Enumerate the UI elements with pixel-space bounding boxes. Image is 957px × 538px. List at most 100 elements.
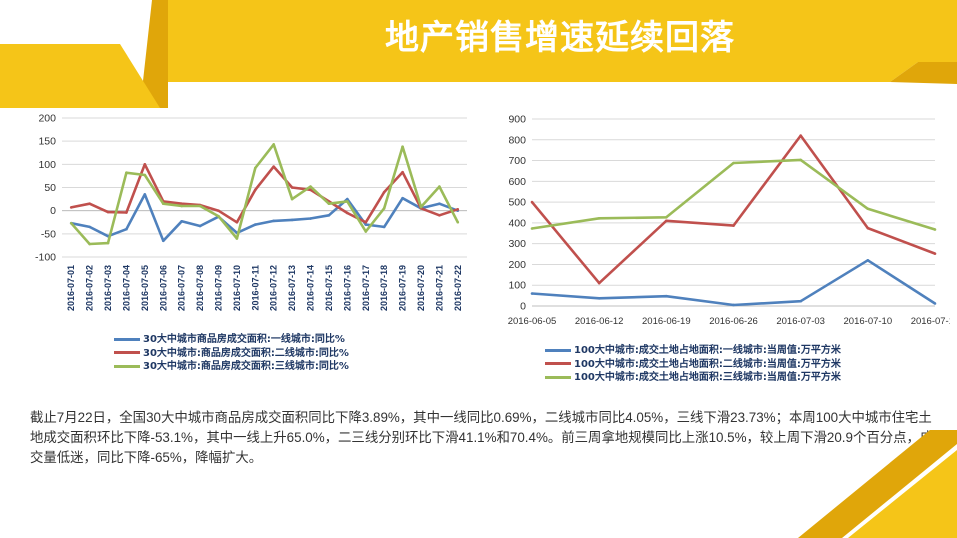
x-tick-label: 2016-07-13 xyxy=(287,265,297,311)
data-point xyxy=(69,206,73,209)
data-point xyxy=(290,186,294,189)
data-point xyxy=(180,204,183,208)
y-tick-label: 200 xyxy=(38,113,56,125)
data-point xyxy=(272,219,276,223)
y-tick-label: 600 xyxy=(508,176,526,188)
data-point xyxy=(290,197,294,201)
data-point xyxy=(125,171,128,174)
series-line xyxy=(70,143,459,246)
data-point xyxy=(382,225,386,229)
data-point xyxy=(217,214,220,218)
y-tick-label: 500 xyxy=(508,197,526,209)
data-point xyxy=(530,292,534,295)
data-point xyxy=(253,188,257,192)
data-point xyxy=(198,204,202,208)
data-point xyxy=(143,173,147,177)
legend-label: 30大中城市:商品房成交面积:二线城市:同比% xyxy=(143,347,349,359)
data-point xyxy=(272,165,276,168)
legend-swatch-green xyxy=(545,375,571,379)
data-point xyxy=(235,237,239,240)
data-point xyxy=(401,196,404,200)
legend-item: 30大中城市商品房成交面积:一线城市:同比% xyxy=(114,333,349,347)
x-tick-label: 2016-07-02 xyxy=(85,265,95,311)
y-tick-label: 900 xyxy=(508,114,526,126)
data-point xyxy=(799,158,802,162)
legend-label: 30大中城市商品房成交面积:一线城市:同比% xyxy=(143,334,345,345)
data-point xyxy=(217,209,220,212)
data-point xyxy=(253,166,257,170)
data-point xyxy=(456,220,460,224)
x-tick-label: 2016-07-17 xyxy=(361,265,371,311)
data-point xyxy=(88,225,91,229)
chart-land-transactions: 0 100 200 300 400 500 600 700 800 900 2016-06-05 20… xyxy=(490,108,957,333)
x-tick-label: 2016-07-09 xyxy=(213,265,223,311)
data-point xyxy=(161,202,165,206)
x-tick-label: 2016-07-11 xyxy=(250,265,260,311)
x-tick-label: 2016-07-03 xyxy=(776,316,825,327)
data-point xyxy=(665,215,668,219)
data-point xyxy=(597,297,601,300)
data-point xyxy=(143,163,147,166)
data-point xyxy=(933,228,937,231)
data-point xyxy=(88,202,91,206)
legend-swatch-blue xyxy=(545,348,571,352)
data-point xyxy=(732,303,735,307)
series-line xyxy=(531,158,936,231)
data-point xyxy=(364,223,368,226)
data-point xyxy=(290,218,294,222)
data-point xyxy=(346,197,349,201)
legend-label: 100大中城市:成交土地占地面积:二线城市:当周值:万平方米 xyxy=(574,358,841,370)
y-tick-label: 200 xyxy=(508,259,526,271)
chart-city-sales-yoy: -100 -50 0 50 100 150 200 2016-07-01 2016-07-02 2… xyxy=(20,108,480,323)
y-tick-label: 700 xyxy=(508,155,526,167)
data-point xyxy=(799,299,802,303)
data-point xyxy=(597,217,601,220)
x-tick-label: 2016-06-26 xyxy=(709,316,758,327)
data-point xyxy=(933,252,937,255)
legend-label: 100大中城市:成交土地占地面积:三线城市:当周值:万平方米 xyxy=(574,372,841,383)
x-tick-label: 2016-07-21 xyxy=(434,265,444,311)
x-tick-label: 2016-07-04 xyxy=(121,265,131,311)
series-line xyxy=(70,162,459,224)
x-tick-label: 2016-07-03 xyxy=(103,265,113,311)
data-point xyxy=(866,226,870,230)
legend-item: 30大中城市:商品房成交面积:二线城市:同比% xyxy=(114,347,349,361)
page-title: 地产销售增速延续回落 xyxy=(385,18,735,58)
data-point xyxy=(125,227,128,231)
corner-decoration xyxy=(798,430,957,538)
data-point xyxy=(597,281,601,285)
y-tick-label: 800 xyxy=(508,134,526,146)
data-point xyxy=(272,143,276,146)
data-point xyxy=(933,302,937,305)
data-point xyxy=(530,200,534,204)
data-point xyxy=(253,223,257,226)
data-point xyxy=(364,230,368,233)
data-point xyxy=(106,210,110,214)
data-point xyxy=(346,211,349,215)
banner-main-block xyxy=(168,0,957,82)
y-tick-label: 0 xyxy=(50,205,56,217)
data-point xyxy=(401,145,404,149)
series-line xyxy=(70,193,459,243)
legend-item: 100大中城市:成交土地占地面积:一线城市:当周值:万平方米 xyxy=(545,344,841,358)
data-point xyxy=(106,241,110,245)
data-point xyxy=(866,258,870,262)
x-tick-label: 2016-07-10 xyxy=(232,265,242,311)
x-tick-label: 2016-07-14 xyxy=(306,265,316,311)
banner-dark-stripe xyxy=(140,0,168,108)
data-point xyxy=(161,239,165,243)
chart-right-legend: 100大中城市:成交土地占地面积:一线城市:当周值:万平方米 100大中城市:成… xyxy=(545,344,841,385)
series-line xyxy=(531,259,936,307)
title-banner xyxy=(0,0,957,108)
legend-item: 100大中城市:成交土地占地面积:三线城市:当周值:万平方米 xyxy=(545,371,841,385)
x-tick-label: 2016-07-15 xyxy=(324,265,334,311)
x-tick-label: 2016-07-20 xyxy=(416,265,426,311)
data-point xyxy=(346,200,349,203)
legend-item: 100大中城市:成交土地占地面积:二线城市:当周值:万平方米 xyxy=(545,358,841,372)
data-point xyxy=(364,220,368,224)
x-tick-label: 2016-07-19 xyxy=(398,265,408,311)
data-point xyxy=(125,211,128,214)
x-tick-label: 2016-07-22 xyxy=(453,265,463,311)
data-point xyxy=(530,227,534,230)
x-tick-label: 2016-07-17 xyxy=(911,316,950,327)
